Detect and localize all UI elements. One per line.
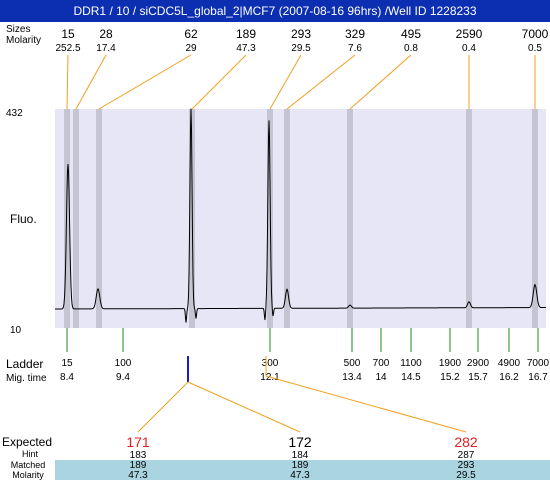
peak-leader-line bbox=[269, 54, 302, 110]
matched-row-label: Matched bbox=[11, 460, 46, 470]
peak-molarity-label: 7.6 bbox=[348, 43, 362, 54]
hint-value: 287 bbox=[458, 450, 475, 461]
ladder-size-label: 300 bbox=[262, 358, 279, 369]
ladder-time-label: 15.2 bbox=[440, 372, 460, 383]
ladder-time-label: 14.5 bbox=[401, 372, 421, 383]
ladder-size-label: 4900 bbox=[498, 358, 521, 369]
sizes-row-label: Sizes bbox=[6, 24, 30, 35]
hint-value: 183 bbox=[130, 450, 147, 461]
peak-leader-line bbox=[349, 54, 412, 110]
ladder-time-label: 13.4 bbox=[342, 372, 362, 383]
ladder-time-label: 8.4 bbox=[60, 372, 74, 383]
peak-molarity-label: 252.5 bbox=[55, 43, 80, 54]
ladder-size-label: 1900 bbox=[439, 358, 462, 369]
y-max-label: 432 bbox=[6, 108, 23, 119]
peak-band bbox=[284, 109, 290, 328]
peak-molarity-label: 47.3 bbox=[236, 43, 256, 54]
peak-molarity-label: 29 bbox=[185, 43, 197, 54]
peak-band bbox=[466, 109, 472, 328]
peak-size-label: 2590 bbox=[456, 27, 483, 41]
ladder-time-label: 15.7 bbox=[468, 372, 488, 383]
peak-size-label: 495 bbox=[401, 27, 421, 41]
ladder-time-label: 9.4 bbox=[116, 372, 130, 383]
ladder-size-label: 1100 bbox=[400, 358, 422, 369]
peak-size-label: 28 bbox=[99, 27, 113, 41]
ladder-size-label: 500 bbox=[344, 358, 361, 369]
peak-size-label: 7000 bbox=[522, 27, 549, 41]
peak-band bbox=[73, 109, 79, 328]
ladder-time-label: 14 bbox=[375, 372, 387, 383]
hint-value: 184 bbox=[292, 450, 309, 461]
matched-value: 293 bbox=[458, 460, 475, 471]
electropherogram-trace bbox=[55, 108, 546, 323]
matched-molarity-value: 47.3 bbox=[128, 470, 148, 480]
expected-size-value: 172 bbox=[288, 434, 312, 450]
ladder-row-label: Ladder bbox=[6, 357, 43, 371]
y-min-label: 10 bbox=[10, 325, 22, 336]
matched-molarity-value: 47.3 bbox=[290, 470, 310, 480]
peak-molarity-label: 0.5 bbox=[528, 43, 542, 54]
matched-value: 189 bbox=[292, 460, 309, 471]
ladder-size-label: 2900 bbox=[467, 358, 490, 369]
expected-leader-line bbox=[265, 375, 467, 433]
ladder-size-label: 700 bbox=[373, 358, 390, 369]
peak-molarity-label: 0.4 bbox=[462, 43, 476, 54]
peak-size-label: 189 bbox=[236, 27, 256, 41]
peak-size-label: 62 bbox=[184, 27, 198, 41]
expected-leader-line bbox=[187, 381, 301, 433]
peak-leader-line bbox=[75, 54, 107, 110]
mig-time-row-label: Mig. time bbox=[6, 373, 47, 384]
matched-value: 189 bbox=[130, 460, 147, 471]
ladder-size-label: 15 bbox=[61, 358, 73, 369]
peak-band bbox=[532, 109, 538, 328]
expected-row-label: Expected bbox=[2, 435, 52, 449]
matched-rows-band bbox=[55, 460, 550, 480]
peak-leader-line bbox=[98, 54, 192, 110]
expected-size-value: 282 bbox=[454, 434, 478, 450]
ladder-time-label: 16.2 bbox=[499, 372, 519, 383]
peak-band bbox=[347, 109, 353, 328]
peak-band bbox=[96, 109, 102, 328]
expected-leader-line bbox=[137, 381, 189, 433]
ladder-size-label: 7000 bbox=[527, 358, 550, 369]
fluo-axis-label: Fluo. bbox=[10, 212, 37, 226]
peak-molarity-label: 29.5 bbox=[291, 43, 311, 54]
ladder-time-label: 16.7 bbox=[528, 372, 548, 383]
hint-row-label: Hint bbox=[22, 449, 39, 459]
molarity-row-label: Molarity bbox=[6, 35, 41, 46]
plot-area bbox=[55, 109, 546, 328]
peak-size-label: 15 bbox=[61, 27, 75, 41]
peak-molarity-label: 0.8 bbox=[404, 43, 418, 54]
bottom-molarity-row-label: Molarity bbox=[12, 470, 44, 480]
peak-molarity-label: 17.4 bbox=[96, 43, 116, 54]
peak-size-label: 293 bbox=[291, 27, 311, 41]
ladder-size-label: 100 bbox=[115, 358, 132, 369]
peak-size-label: 329 bbox=[345, 27, 365, 41]
peak-leader-line bbox=[191, 54, 247, 110]
peak-leader-line bbox=[66, 54, 69, 110]
peak-leader-line bbox=[286, 54, 356, 110]
peak-band bbox=[64, 109, 70, 328]
matched-molarity-value: 29.5 bbox=[456, 470, 476, 480]
window-title: DDR1 / 10 / siCDC5L_global_2|MCF7 (2007-… bbox=[0, 0, 550, 22]
expected-size-value: 171 bbox=[126, 434, 150, 450]
